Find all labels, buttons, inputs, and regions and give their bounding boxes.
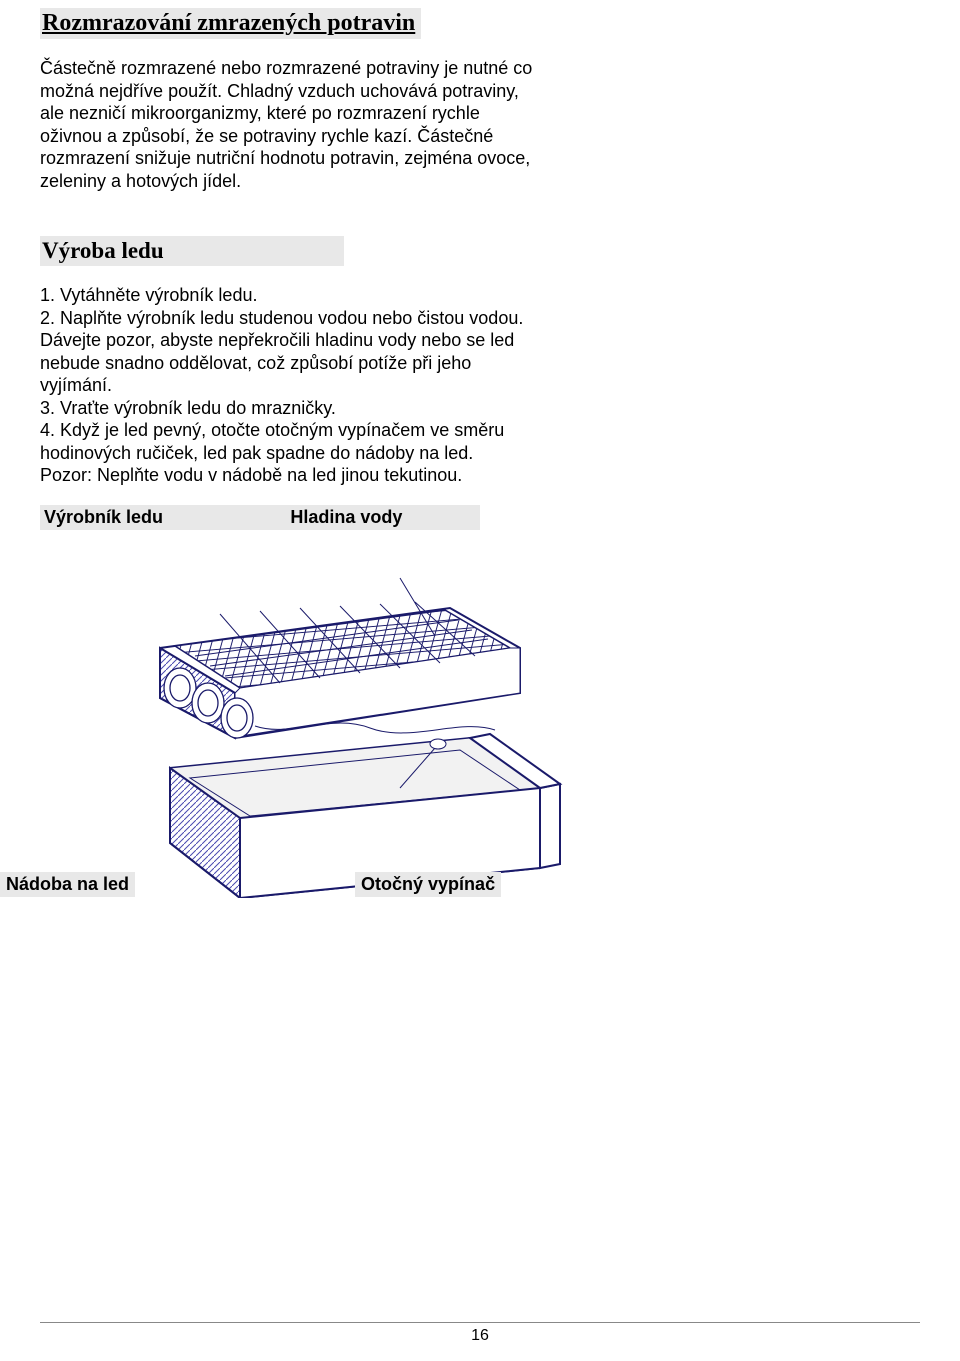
label-rotary-switch: Otočný vypínač (355, 872, 501, 897)
diagram-bottom-labels: Nádoba na led Otočný vypínač (40, 872, 580, 897)
label-ice-maker: Výrobník ledu (40, 505, 286, 530)
heading-thawing: Rozmrazování zmrazených potravin (40, 8, 421, 39)
heading-ice-making: Výroba ledu (40, 236, 344, 266)
step-4: 4. Když je led pevný, otočte otočným vyp… (40, 419, 540, 464)
step-1: 1. Vytáhněte výrobník ledu. (40, 284, 540, 307)
step-2: 2. Naplňte výrobník ledu studenou vodou … (40, 307, 540, 397)
diagram-top-labels: Výrobník ledu Hladina vody (40, 505, 480, 530)
ice-maker-diagram (40, 538, 600, 898)
step-note: Pozor: Neplňte vodu v nádobě na led jino… (40, 464, 540, 487)
paragraph-thawing: Částečně rozmrazené nebo rozmrazené potr… (40, 57, 540, 192)
label-ice-container: Nádoba na led (0, 872, 135, 897)
step-3: 3. Vraťte výrobník ledu do mrazničky. (40, 397, 540, 420)
page-number: 16 (40, 1322, 920, 1345)
ice-tray-shape (160, 602, 520, 738)
label-water-level: Hladina vody (286, 505, 480, 530)
steps-block: 1. Vytáhněte výrobník ledu. 2. Naplňte v… (40, 284, 540, 487)
